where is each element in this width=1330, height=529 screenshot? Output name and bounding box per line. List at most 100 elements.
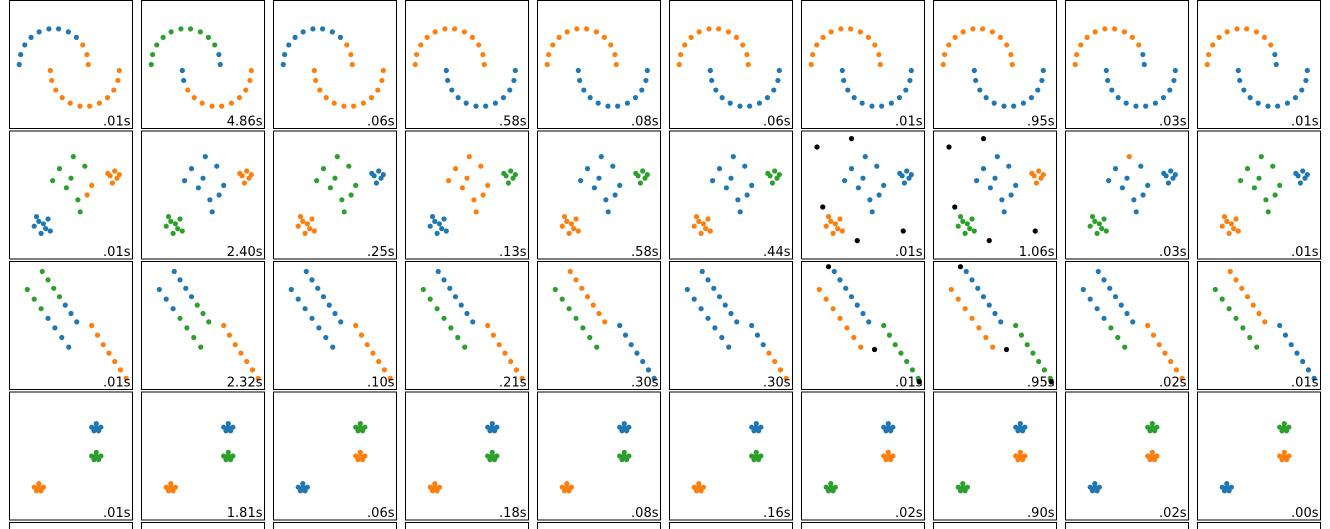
- point: [1094, 306, 1100, 312]
- point: [501, 170, 507, 176]
- panel: .44s: [669, 130, 793, 260]
- point: [1118, 302, 1124, 308]
- point: [828, 484, 834, 490]
- point: [332, 310, 338, 317]
- point: [441, 216, 447, 222]
- panel-frame: [9, 130, 133, 260]
- point: [575, 228, 581, 234]
- point: [643, 77, 649, 84]
- point: [955, 296, 961, 302]
- point: [357, 453, 363, 459]
- point: [1029, 170, 1035, 176]
- point: [33, 214, 40, 220]
- point: [946, 144, 952, 150]
- point: [651, 375, 657, 381]
- point: [209, 209, 215, 215]
- point: [1096, 221, 1102, 227]
- point: [960, 481, 966, 487]
- point: [595, 100, 601, 106]
- point: [841, 77, 847, 84]
- cluster: [443, 67, 518, 109]
- point: [963, 268, 969, 275]
- cluster: [1277, 421, 1292, 434]
- panel-frame: [273, 130, 397, 260]
- point: [1281, 424, 1287, 430]
- point: [105, 170, 111, 176]
- point: [300, 218, 306, 224]
- point: [728, 310, 734, 317]
- point: [36, 218, 42, 224]
- point: [820, 204, 826, 210]
- point: [1149, 453, 1155, 459]
- point: [341, 209, 347, 215]
- point: [696, 481, 702, 487]
- point: [1035, 87, 1041, 93]
- point: [844, 325, 850, 331]
- point: [1011, 103, 1017, 109]
- point: [992, 310, 998, 317]
- point: [854, 238, 860, 244]
- timing-label: .01s: [895, 115, 923, 130]
- timing-label: .01s: [895, 245, 923, 260]
- timing-label: .03s: [1159, 115, 1187, 130]
- point: [1270, 163, 1276, 169]
- panel-frame: [141, 0, 265, 129]
- point: [693, 214, 700, 220]
- panel: 1.06s: [933, 130, 1057, 260]
- point: [243, 87, 249, 93]
- point: [360, 100, 367, 106]
- point: [471, 197, 477, 203]
- point: [341, 103, 347, 109]
- point: [1039, 77, 1045, 84]
- cluster: [435, 268, 476, 325]
- timing-label: .06s: [763, 115, 791, 130]
- point: [598, 154, 604, 160]
- point: [848, 136, 855, 142]
- panel-frame: [273, 261, 397, 390]
- point: [699, 268, 705, 275]
- point: [828, 29, 834, 35]
- panel: .58s: [537, 130, 661, 260]
- point: [573, 216, 579, 222]
- point: [566, 230, 572, 236]
- point: [897, 170, 903, 176]
- point: [830, 306, 836, 312]
- cluster: [749, 449, 764, 463]
- point: [808, 61, 814, 68]
- point: [309, 277, 315, 283]
- point: [248, 172, 254, 178]
- point: [727, 100, 733, 106]
- panel-frame: [9, 261, 133, 390]
- point: [104, 95, 111, 101]
- point: [31, 223, 37, 229]
- point: [705, 277, 711, 283]
- panel-frame: [1065, 130, 1189, 260]
- point: [496, 342, 502, 348]
- point: [168, 484, 174, 490]
- point: [376, 168, 382, 174]
- panel: .06s: [273, 0, 397, 130]
- point: [469, 34, 476, 40]
- panel-frame: [141, 261, 265, 390]
- point: [744, 192, 750, 198]
- point: [439, 226, 445, 232]
- cluster: [280, 26, 344, 68]
- point: [969, 315, 975, 321]
- point: [63, 185, 69, 191]
- point: [194, 302, 200, 308]
- point: [375, 87, 381, 93]
- point: [317, 87, 323, 93]
- point: [36, 484, 42, 490]
- cluster: [567, 268, 608, 325]
- point: [867, 197, 873, 203]
- timing-label: .25s: [367, 245, 395, 260]
- point: [1281, 421, 1287, 427]
- point: [952, 34, 958, 40]
- point: [831, 268, 837, 275]
- point: [1233, 315, 1239, 321]
- panel-frame: [669, 522, 793, 529]
- panel: .58s: [405, 0, 529, 130]
- point: [31, 296, 37, 302]
- panel-frame: [669, 130, 793, 260]
